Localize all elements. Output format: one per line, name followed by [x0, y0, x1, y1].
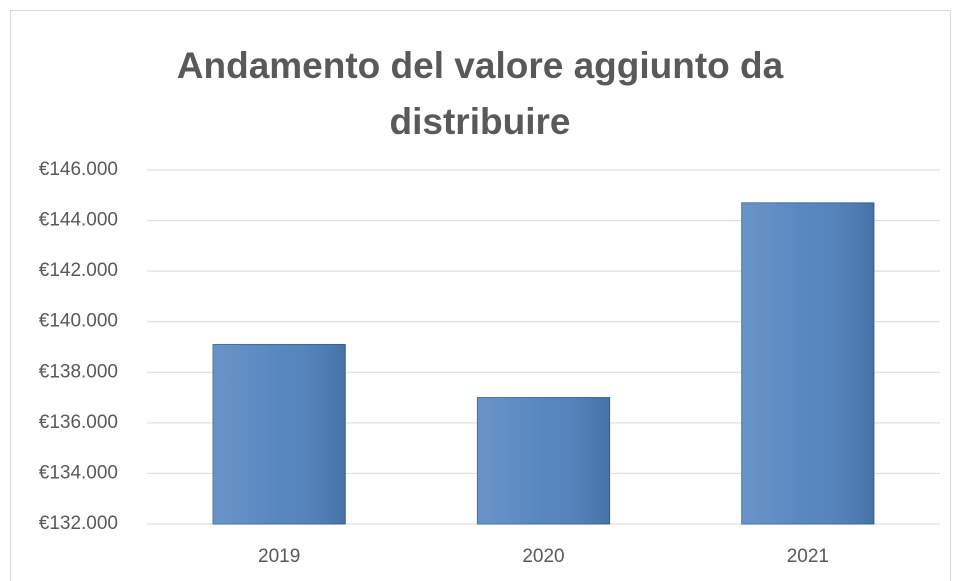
- y-tick-label: €142.000: [39, 260, 118, 281]
- bar-shade: [477, 397, 610, 524]
- chart-title: Andamento del valore aggiunto da distrib…: [176, 45, 784, 142]
- y-tick-label: €138.000: [39, 361, 118, 382]
- y-tick-label: €144.000: [39, 210, 118, 231]
- y-tick-label: €146.000: [39, 159, 118, 180]
- y-tick-label: €134.000: [39, 462, 118, 483]
- x-tick-label: 2019: [258, 546, 300, 567]
- x-tick-label: 2020: [522, 546, 564, 567]
- bar-shade: [213, 344, 346, 524]
- y-tick-label: €136.000: [39, 412, 118, 433]
- chart-border: [10, 10, 951, 581]
- y-tick-label: €140.000: [39, 311, 118, 332]
- y-tick-label: €132.000: [39, 513, 118, 534]
- x-tick-label: 2021: [787, 546, 829, 567]
- bar-shade: [741, 202, 874, 524]
